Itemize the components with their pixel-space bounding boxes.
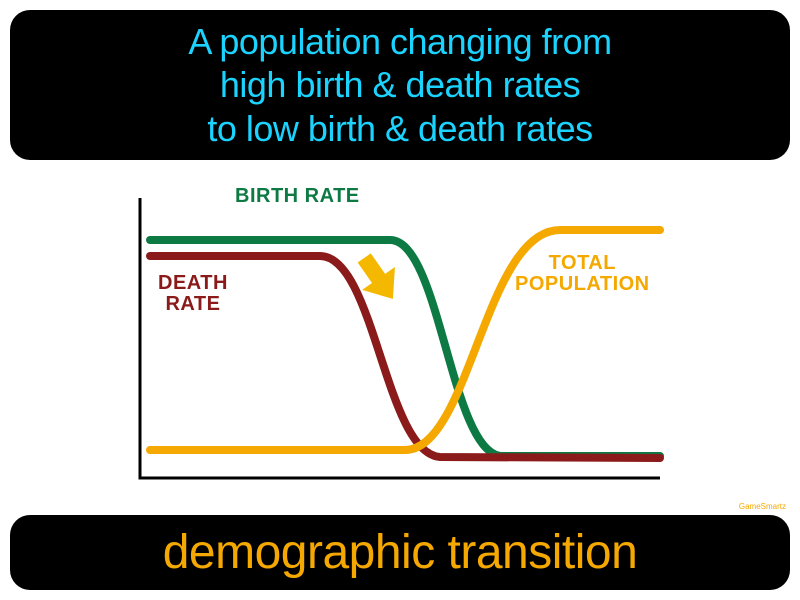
- birth-rate-label: BIRTH RATE: [235, 186, 360, 207]
- definition-line-3: to low birth & death rates: [207, 107, 592, 150]
- definition-line-2: high birth & death rates: [220, 63, 580, 106]
- watermark: GameSmartz: [739, 502, 786, 511]
- death-rate-label: DEATHRATE: [158, 273, 228, 315]
- term-label: demographic transition: [163, 525, 638, 580]
- chart-area: BIRTH RATE DEATHRATE TOTALPOPULATION Gam…: [10, 170, 790, 505]
- chart-container: BIRTH RATE DEATHRATE TOTALPOPULATION: [120, 178, 680, 498]
- definition-line-1: A population changing from: [188, 20, 611, 63]
- definition-box: A population changing from high birth & …: [10, 10, 790, 160]
- term-box: demographic transition: [10, 515, 790, 590]
- total-population-label: TOTALPOPULATION: [515, 253, 650, 295]
- chart-svg: [120, 178, 680, 498]
